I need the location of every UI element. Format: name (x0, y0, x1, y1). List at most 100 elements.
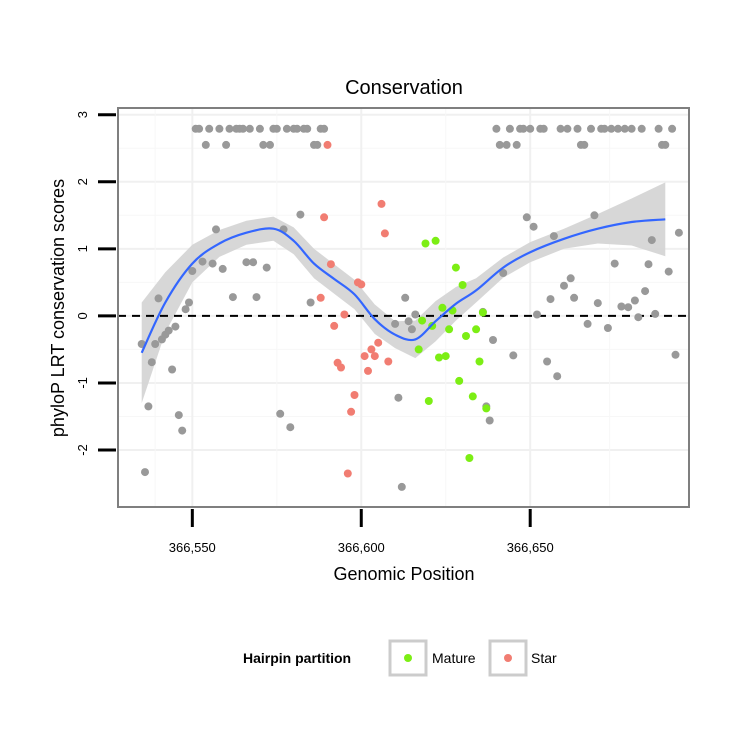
ribbon-layer (141, 182, 666, 404)
point-mature-2 (421, 239, 430, 248)
point-other-82 (546, 295, 555, 304)
point-other-72 (512, 140, 521, 149)
point-other-52 (313, 140, 322, 149)
point-other-77 (529, 222, 538, 231)
legend-label-mature: Mature (432, 650, 476, 666)
point-other-27 (228, 293, 237, 302)
point-other-108 (634, 313, 643, 322)
point-mature-18 (475, 357, 484, 366)
point-other-98 (600, 124, 609, 133)
point-other-106 (627, 124, 636, 133)
legend-marker-mature (404, 654, 412, 662)
point-other-99 (603, 324, 612, 332)
point-other-4 (151, 340, 160, 348)
point-other-60 (407, 325, 416, 334)
point-other-8 (164, 326, 173, 335)
point-star-0 (316, 293, 325, 302)
point-other-94 (587, 124, 595, 133)
y-tick-label-2: 0 (75, 312, 90, 319)
point-other-109 (637, 124, 646, 133)
point-other-112 (647, 236, 656, 245)
point-other-113 (651, 309, 660, 318)
point-other-110 (641, 287, 650, 296)
point-other-24 (218, 264, 227, 273)
point-star-20 (384, 357, 393, 366)
point-other-38 (266, 140, 274, 149)
smooth-layer (140, 218, 666, 354)
point-other-44 (286, 423, 295, 432)
point-other-92 (580, 140, 589, 149)
x-tick-label-0: 366,550 (169, 540, 216, 555)
point-mature-5 (431, 236, 440, 245)
x-tick-label-1: 366,600 (338, 540, 385, 555)
point-star-16 (370, 352, 379, 361)
chart-title: Conservation (345, 77, 463, 99)
smooth-line (140, 218, 666, 354)
point-mature-14 (462, 332, 470, 340)
y-tick-label-1: -1 (75, 377, 90, 389)
point-other-31 (242, 258, 251, 267)
point-other-33 (249, 258, 258, 267)
point-other-78 (533, 310, 541, 319)
point-star-14 (364, 366, 372, 375)
point-star-13 (360, 352, 369, 361)
point-other-64 (485, 416, 494, 425)
point-other-105 (624, 303, 633, 312)
point-other-83 (549, 232, 558, 241)
point-mature-8 (441, 352, 450, 361)
point-mature-0 (414, 345, 423, 354)
plot-panel (117, 107, 690, 508)
confidence-ribbon (141, 182, 666, 404)
point-other-21 (208, 259, 217, 268)
point-star-19 (380, 229, 389, 238)
point-other-118 (668, 124, 677, 133)
point-other-12 (178, 426, 187, 435)
point-other-74 (519, 124, 528, 133)
point-other-22 (212, 225, 220, 234)
point-other-104 (620, 124, 629, 133)
point-other-120 (674, 228, 683, 237)
point-other-15 (188, 267, 197, 275)
point-other-107 (630, 296, 639, 305)
point-star-15 (367, 345, 376, 354)
point-other-101 (610, 259, 619, 268)
point-other-65 (489, 336, 497, 344)
point-other-23 (215, 124, 224, 133)
y-axis-title: phyloP LRT conservation scores (48, 179, 68, 437)
point-other-70 (505, 124, 514, 133)
point-other-18 (198, 257, 207, 266)
point-other-102 (614, 124, 622, 133)
point-mature-13 (458, 281, 467, 289)
y-axis: -2 -1 0 1 2 3 (75, 111, 116, 456)
point-mature-19 (478, 308, 487, 317)
point-other-47 (296, 210, 305, 219)
point-mature-9 (445, 325, 454, 334)
point-other-111 (644, 260, 653, 269)
point-star-4 (330, 321, 339, 330)
point-mature-1 (418, 316, 427, 325)
point-other-59 (404, 317, 413, 326)
y-tick-label-0: -2 (75, 444, 90, 456)
point-other-84 (553, 372, 562, 381)
point-star-10 (350, 391, 359, 399)
point-other-56 (394, 393, 403, 402)
point-mature-15 (465, 454, 474, 462)
point-other-34 (252, 293, 261, 302)
point-other-43 (282, 124, 291, 133)
point-other-20 (205, 124, 214, 133)
point-other-93 (583, 319, 592, 328)
point-other-67 (495, 140, 504, 149)
point-other-11 (174, 411, 183, 420)
point-other-96 (593, 299, 602, 308)
point-other-87 (563, 124, 572, 133)
point-other-3 (147, 358, 156, 367)
point-other-25 (222, 140, 231, 149)
point-other-17 (195, 124, 204, 133)
y-tick-label-5: 3 (75, 111, 90, 118)
point-other-85 (556, 124, 565, 133)
point-other-19 (201, 140, 210, 149)
point-star-18 (377, 199, 386, 208)
point-other-116 (661, 140, 670, 149)
panel-background (118, 108, 689, 507)
point-other-86 (560, 281, 568, 290)
